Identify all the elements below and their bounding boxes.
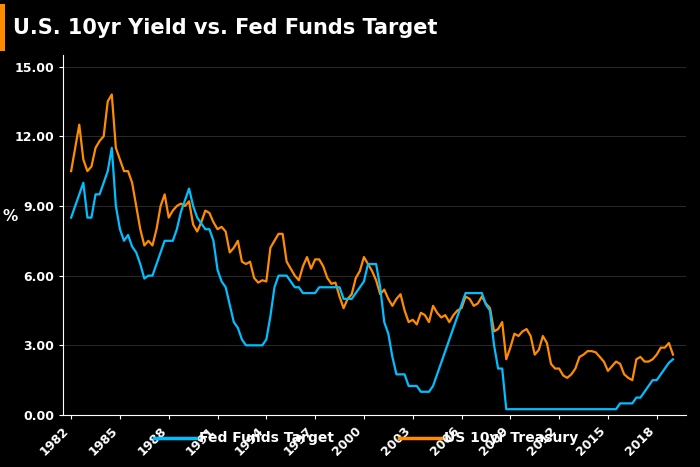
Text: US 10yr Treasury: US 10yr Treasury [444, 432, 579, 446]
Text: %: % [3, 210, 18, 225]
Text: Fed Funds Target: Fed Funds Target [199, 432, 335, 446]
Bar [0, 4, 5, 50]
Text: U.S. 10yr Yield vs. Fed Funds Target: U.S. 10yr Yield vs. Fed Funds Target [13, 17, 437, 37]
